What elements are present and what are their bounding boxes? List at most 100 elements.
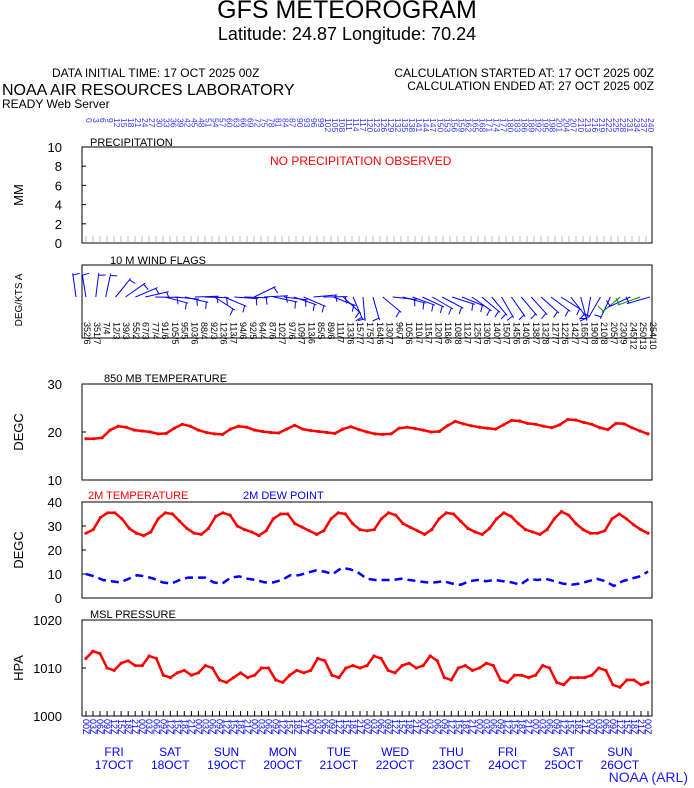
wind-data-label: 175/7 bbox=[365, 322, 375, 345]
data-point bbox=[358, 528, 362, 532]
utc-tick-label: 03Z bbox=[144, 719, 154, 735]
data-point bbox=[451, 512, 456, 516]
utc-tick-label: 12Z bbox=[165, 719, 175, 735]
wind-barb-flag bbox=[242, 305, 246, 313]
data-point bbox=[386, 668, 390, 673]
wind-barb bbox=[95, 273, 100, 298]
data-point bbox=[598, 426, 602, 430]
y-tick-label: 10 bbox=[48, 473, 62, 488]
data-point bbox=[526, 421, 530, 425]
data-point bbox=[264, 529, 268, 533]
data-point bbox=[534, 673, 538, 677]
data-point bbox=[271, 517, 275, 521]
data-point bbox=[295, 668, 299, 673]
data-point bbox=[567, 513, 571, 517]
hour-tick-label: 195 bbox=[541, 118, 551, 132]
wind-barb-flag bbox=[553, 311, 558, 318]
wind-data-label: 55/2 bbox=[131, 322, 141, 340]
wind-data-label: 133/6 bbox=[346, 322, 356, 345]
data-point bbox=[323, 659, 327, 663]
day-weekday: TUE bbox=[327, 745, 351, 759]
wind-data-label: 205/7 bbox=[609, 322, 619, 345]
data-point bbox=[206, 526, 211, 531]
hour-tick-label: 135 bbox=[400, 118, 410, 132]
data-point bbox=[606, 428, 610, 432]
wind-barb bbox=[293, 296, 317, 306]
data-point bbox=[293, 423, 297, 427]
wind-data-label: 113/7 bbox=[228, 322, 238, 344]
wind-data-label: 254/10 bbox=[648, 322, 658, 350]
wind-barb-flag bbox=[395, 310, 401, 318]
data-point bbox=[365, 664, 369, 668]
data-point bbox=[576, 676, 580, 680]
hour-tick-label: 240 bbox=[646, 118, 656, 132]
wind-barb bbox=[204, 296, 229, 299]
wind-barb-flag bbox=[354, 311, 360, 319]
data-point bbox=[212, 432, 217, 436]
wind-barb bbox=[253, 286, 276, 298]
series-line-dewpoint bbox=[85, 566, 649, 588]
wind-data-label: 89/6 bbox=[326, 322, 336, 340]
data-point bbox=[498, 678, 503, 682]
data-point bbox=[437, 429, 441, 434]
wind-barb bbox=[586, 296, 592, 321]
hour-tick-label: 87 bbox=[288, 118, 298, 128]
y-tick-label: 40 bbox=[48, 495, 62, 510]
day-date: 22OCT bbox=[376, 758, 415, 772]
wind-barb bbox=[432, 296, 454, 310]
data-point bbox=[435, 659, 439, 663]
utc-tick-label: 21Z bbox=[130, 719, 140, 735]
data-point bbox=[164, 431, 168, 435]
wind-barb bbox=[617, 296, 641, 306]
data-point bbox=[400, 664, 404, 668]
utc-tick-label: 03Z bbox=[200, 719, 210, 735]
hour-tick-label: 183 bbox=[513, 118, 523, 132]
wind-barb-flag bbox=[226, 297, 228, 305]
data-point bbox=[84, 531, 88, 535]
wind-barb bbox=[352, 296, 363, 320]
hour-tick-label: 84 bbox=[281, 118, 291, 128]
data-point bbox=[337, 676, 341, 680]
wind-barb-flag bbox=[294, 301, 296, 309]
wind-data-label: 94/6 bbox=[238, 322, 248, 340]
data-point bbox=[132, 428, 136, 432]
data-point bbox=[566, 417, 570, 422]
series-line-pressure bbox=[85, 649, 649, 689]
wind-data-label: 165/7 bbox=[580, 322, 590, 345]
wind-data-label: 140/7 bbox=[492, 322, 502, 345]
data-point bbox=[453, 419, 457, 423]
data-point bbox=[170, 512, 175, 516]
data-point bbox=[461, 422, 465, 426]
utc-tick-label: 06Z bbox=[488, 719, 498, 735]
data-point bbox=[349, 425, 353, 429]
day-weekday: SAT bbox=[159, 745, 182, 759]
utc-tick-label: 21Z bbox=[467, 719, 477, 735]
data-point bbox=[140, 664, 144, 668]
y-axis-label-4: HPA bbox=[11, 655, 26, 681]
data-point bbox=[344, 666, 348, 670]
data-point bbox=[618, 685, 622, 689]
utc-tick-label: 12Z bbox=[615, 719, 625, 735]
utc-tick-label: 00Z bbox=[250, 719, 260, 735]
y-tick-label: 10 bbox=[48, 567, 62, 582]
data-point bbox=[163, 511, 167, 515]
data-point bbox=[562, 683, 566, 687]
utc-tick-label: 12Z bbox=[222, 719, 232, 735]
data-point bbox=[534, 422, 538, 426]
data-point bbox=[325, 430, 329, 435]
hour-tick-label: 3 bbox=[91, 118, 101, 123]
data-point bbox=[624, 517, 629, 521]
data-point bbox=[245, 425, 249, 429]
utc-tick-label: 06Z bbox=[432, 719, 442, 735]
wind-barb bbox=[342, 296, 362, 314]
data-point bbox=[127, 526, 131, 531]
wind-data-label: 92/3 bbox=[209, 322, 219, 340]
data-point bbox=[519, 673, 524, 677]
data-point bbox=[105, 666, 109, 670]
data-point bbox=[545, 528, 549, 532]
hour-tick-label: 201 bbox=[555, 118, 565, 132]
y-tick-label: 30 bbox=[48, 377, 62, 392]
wind-barb bbox=[588, 296, 601, 319]
data-point bbox=[588, 531, 593, 535]
day-date: 23OCT bbox=[432, 758, 471, 772]
